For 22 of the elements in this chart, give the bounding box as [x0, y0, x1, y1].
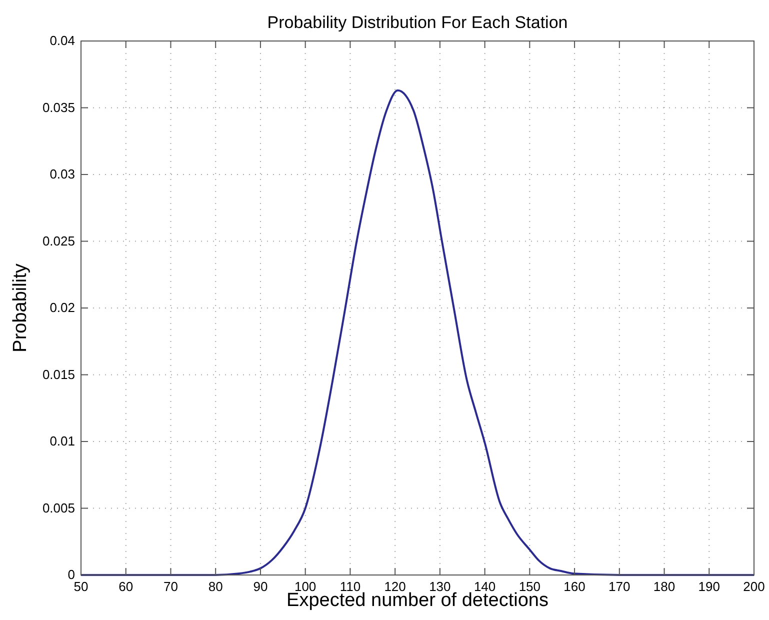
y-tick-label: 0.02 — [50, 300, 75, 315]
x-tick-label: 170 — [608, 579, 630, 594]
x-tick-label: 90 — [253, 579, 268, 594]
y-tick-label: 0.01 — [50, 434, 75, 448]
x-tick-label: 80 — [208, 579, 223, 594]
y-tick-label: 0.025 — [42, 233, 75, 248]
x-tick-label: 60 — [118, 579, 134, 594]
y-tick-label: 0.005 — [42, 500, 75, 516]
x-tick-label: 180 — [653, 579, 676, 594]
x-tick-label: 200 — [743, 579, 765, 594]
y-axis-title: Probability — [10, 263, 31, 352]
chart-title: Probability Distribution For Each Station — [267, 13, 568, 32]
y-tick-label: 0.04 — [50, 33, 75, 48]
x-tick-label: 70 — [164, 579, 178, 594]
y-tick-label: 0.035 — [42, 100, 75, 115]
x-tick-label: 50 — [74, 579, 88, 594]
line-series — [80, 89, 755, 576]
x-tick-label: 160 — [564, 579, 586, 594]
y-tick-label: 0.03 — [50, 166, 75, 182]
y-tick-label: 0.015 — [42, 366, 75, 382]
x-tick-label: 190 — [698, 579, 720, 594]
y-tick-label: 0 — [68, 567, 75, 582]
